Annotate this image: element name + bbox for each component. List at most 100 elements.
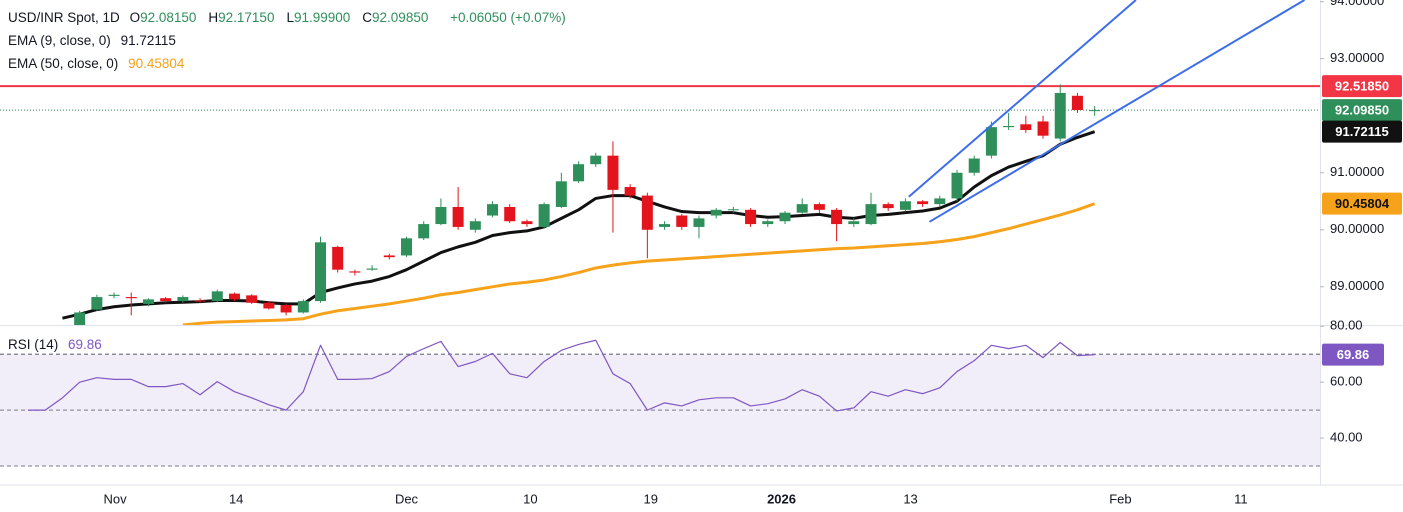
candle-body — [418, 224, 430, 239]
candle-body — [951, 172, 963, 199]
y-tick-label: 93.00000 — [1330, 50, 1384, 65]
candle-body — [314, 242, 326, 302]
candle-body — [968, 158, 980, 173]
ohlc-key: C — [362, 10, 373, 25]
price-badge — [1322, 192, 1402, 215]
price-pane — [0, 0, 1320, 325]
candle-body — [487, 204, 499, 216]
ohlc-value: 92.17150 — [218, 10, 275, 25]
candle-body — [934, 198, 946, 205]
y-tick-label: 91.00000 — [1330, 164, 1384, 179]
candle-body — [659, 224, 671, 227]
candle-body — [521, 221, 533, 225]
x-tick-label: 19 — [644, 491, 658, 506]
candle-body — [899, 201, 911, 210]
candle-body — [555, 181, 567, 207]
candle-body — [211, 291, 223, 302]
x-tick-label: 10 — [523, 491, 537, 506]
candle-body — [745, 209, 757, 225]
candle-body — [1054, 92, 1066, 139]
ohlc-value: 91.99900 — [293, 10, 351, 25]
candle-body — [831, 209, 843, 225]
x-tick-label: Nov — [104, 491, 128, 506]
rsi-line — [28, 339, 1095, 412]
candle-body — [160, 298, 172, 302]
candle-body — [401, 238, 413, 256]
price-badge — [1322, 120, 1402, 143]
candle-body — [796, 204, 808, 213]
ohlc-item: O92.08150 — [130, 10, 203, 25]
ohlc-value: 92.09850 — [372, 10, 429, 25]
y-tick-label: 60.00 — [1330, 374, 1363, 389]
x-tick-label: 13 — [903, 491, 917, 506]
candle-body — [641, 195, 653, 230]
ema9-legend: EMA (9, close, 0) 91.72115 — [8, 33, 182, 48]
candle-body — [280, 305, 292, 313]
ema50-legend: EMA (50, close, 0) 90.45804 — [8, 56, 190, 71]
candle-body — [917, 201, 929, 205]
rsi-badge — [1322, 343, 1384, 366]
candle-body — [865, 204, 877, 225]
x-tick-label: 2026 — [767, 491, 796, 506]
candle-body — [1020, 124, 1032, 130]
candle-body — [624, 187, 636, 196]
candle-body — [573, 164, 585, 182]
ohlc-key: L — [286, 10, 294, 25]
candle-body — [349, 271, 361, 273]
candle-body — [297, 301, 309, 313]
price-badge-label: 90.45804 — [1335, 196, 1390, 211]
candle-body — [435, 206, 447, 225]
candle-body — [177, 297, 189, 302]
legend-value: 91.72115 — [120, 33, 176, 48]
candle-body — [607, 155, 619, 190]
candle-body — [74, 312, 86, 325]
y-tick-label: 94.00000 — [1330, 0, 1384, 8]
candle-body — [366, 268, 378, 270]
ohlc-key: H — [208, 10, 219, 25]
x-tick-label: Dec — [395, 491, 419, 506]
y-tick-label: 90.00000 — [1330, 221, 1384, 236]
ohlc-header: USD/INR Spot, 1D O92.08150 H92.17150 L91.9… — [8, 10, 572, 25]
ohlc-value: 92.08150 — [140, 10, 197, 25]
candle-body — [504, 206, 516, 222]
candle-body — [710, 209, 722, 216]
y-tick-label: 80.00 — [1330, 318, 1363, 333]
candle-body — [1089, 110, 1101, 112]
candle-body — [538, 204, 550, 227]
x-tick-label: 14 — [229, 491, 243, 506]
rsi-badge-label: 69.86 — [1337, 347, 1370, 362]
y-tick-label: 89.00000 — [1330, 278, 1384, 293]
legend-value: 69.86 — [68, 337, 102, 352]
candle-body — [332, 246, 344, 270]
ohlc-item: C92.09850 — [362, 10, 434, 25]
rsi-pane — [0, 339, 1320, 467]
price-badge-label: 92.09850 — [1335, 103, 1389, 118]
price-badge-label: 91.72115 — [1335, 124, 1389, 139]
candle-body — [882, 204, 894, 209]
price-badge-label: 92.51850 — [1335, 79, 1389, 94]
candle-body — [693, 218, 705, 227]
trendline — [908, 0, 1137, 198]
ohlc-values: O92.08150 H92.17150 L91.99900 C92.09850 — [130, 10, 441, 25]
price-badge — [1322, 99, 1402, 122]
candle-body — [762, 221, 774, 225]
legend-name: EMA (50, close, 0) — [8, 56, 119, 71]
candle-body — [194, 300, 206, 302]
candle-body — [848, 221, 860, 225]
price-badge — [1322, 75, 1402, 98]
candle-body — [813, 204, 825, 210]
candle-body — [985, 127, 997, 156]
y-tick-label: 40.00 — [1330, 430, 1363, 445]
x-tick-label: 11 — [1234, 491, 1248, 506]
candle-body — [779, 212, 791, 222]
candle-body — [108, 294, 120, 296]
candle-body — [590, 155, 602, 165]
trendline — [928, 0, 1306, 223]
rsi-legend: RSI (14) 69.86 — [8, 337, 108, 352]
candle-body — [676, 215, 688, 227]
candle-body — [452, 206, 464, 227]
ohlc-item: L91.99900 — [286, 10, 356, 25]
legend-value: 90.45804 — [128, 56, 185, 71]
